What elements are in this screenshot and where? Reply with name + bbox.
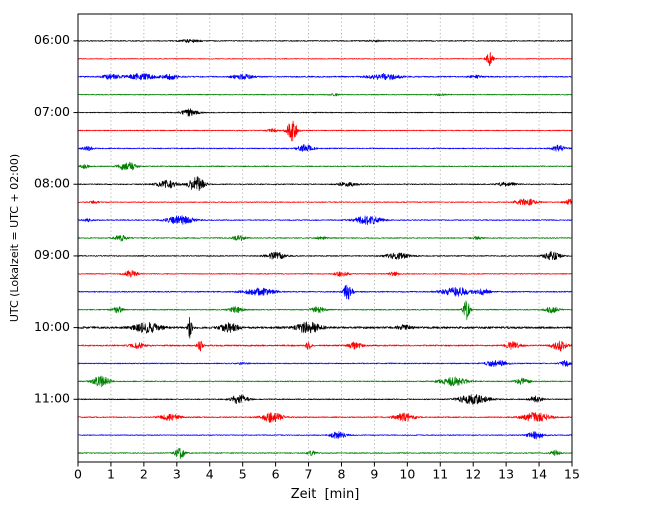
- seismogram-figure: [0, 0, 650, 520]
- seismogram-canvas: [0, 0, 650, 520]
